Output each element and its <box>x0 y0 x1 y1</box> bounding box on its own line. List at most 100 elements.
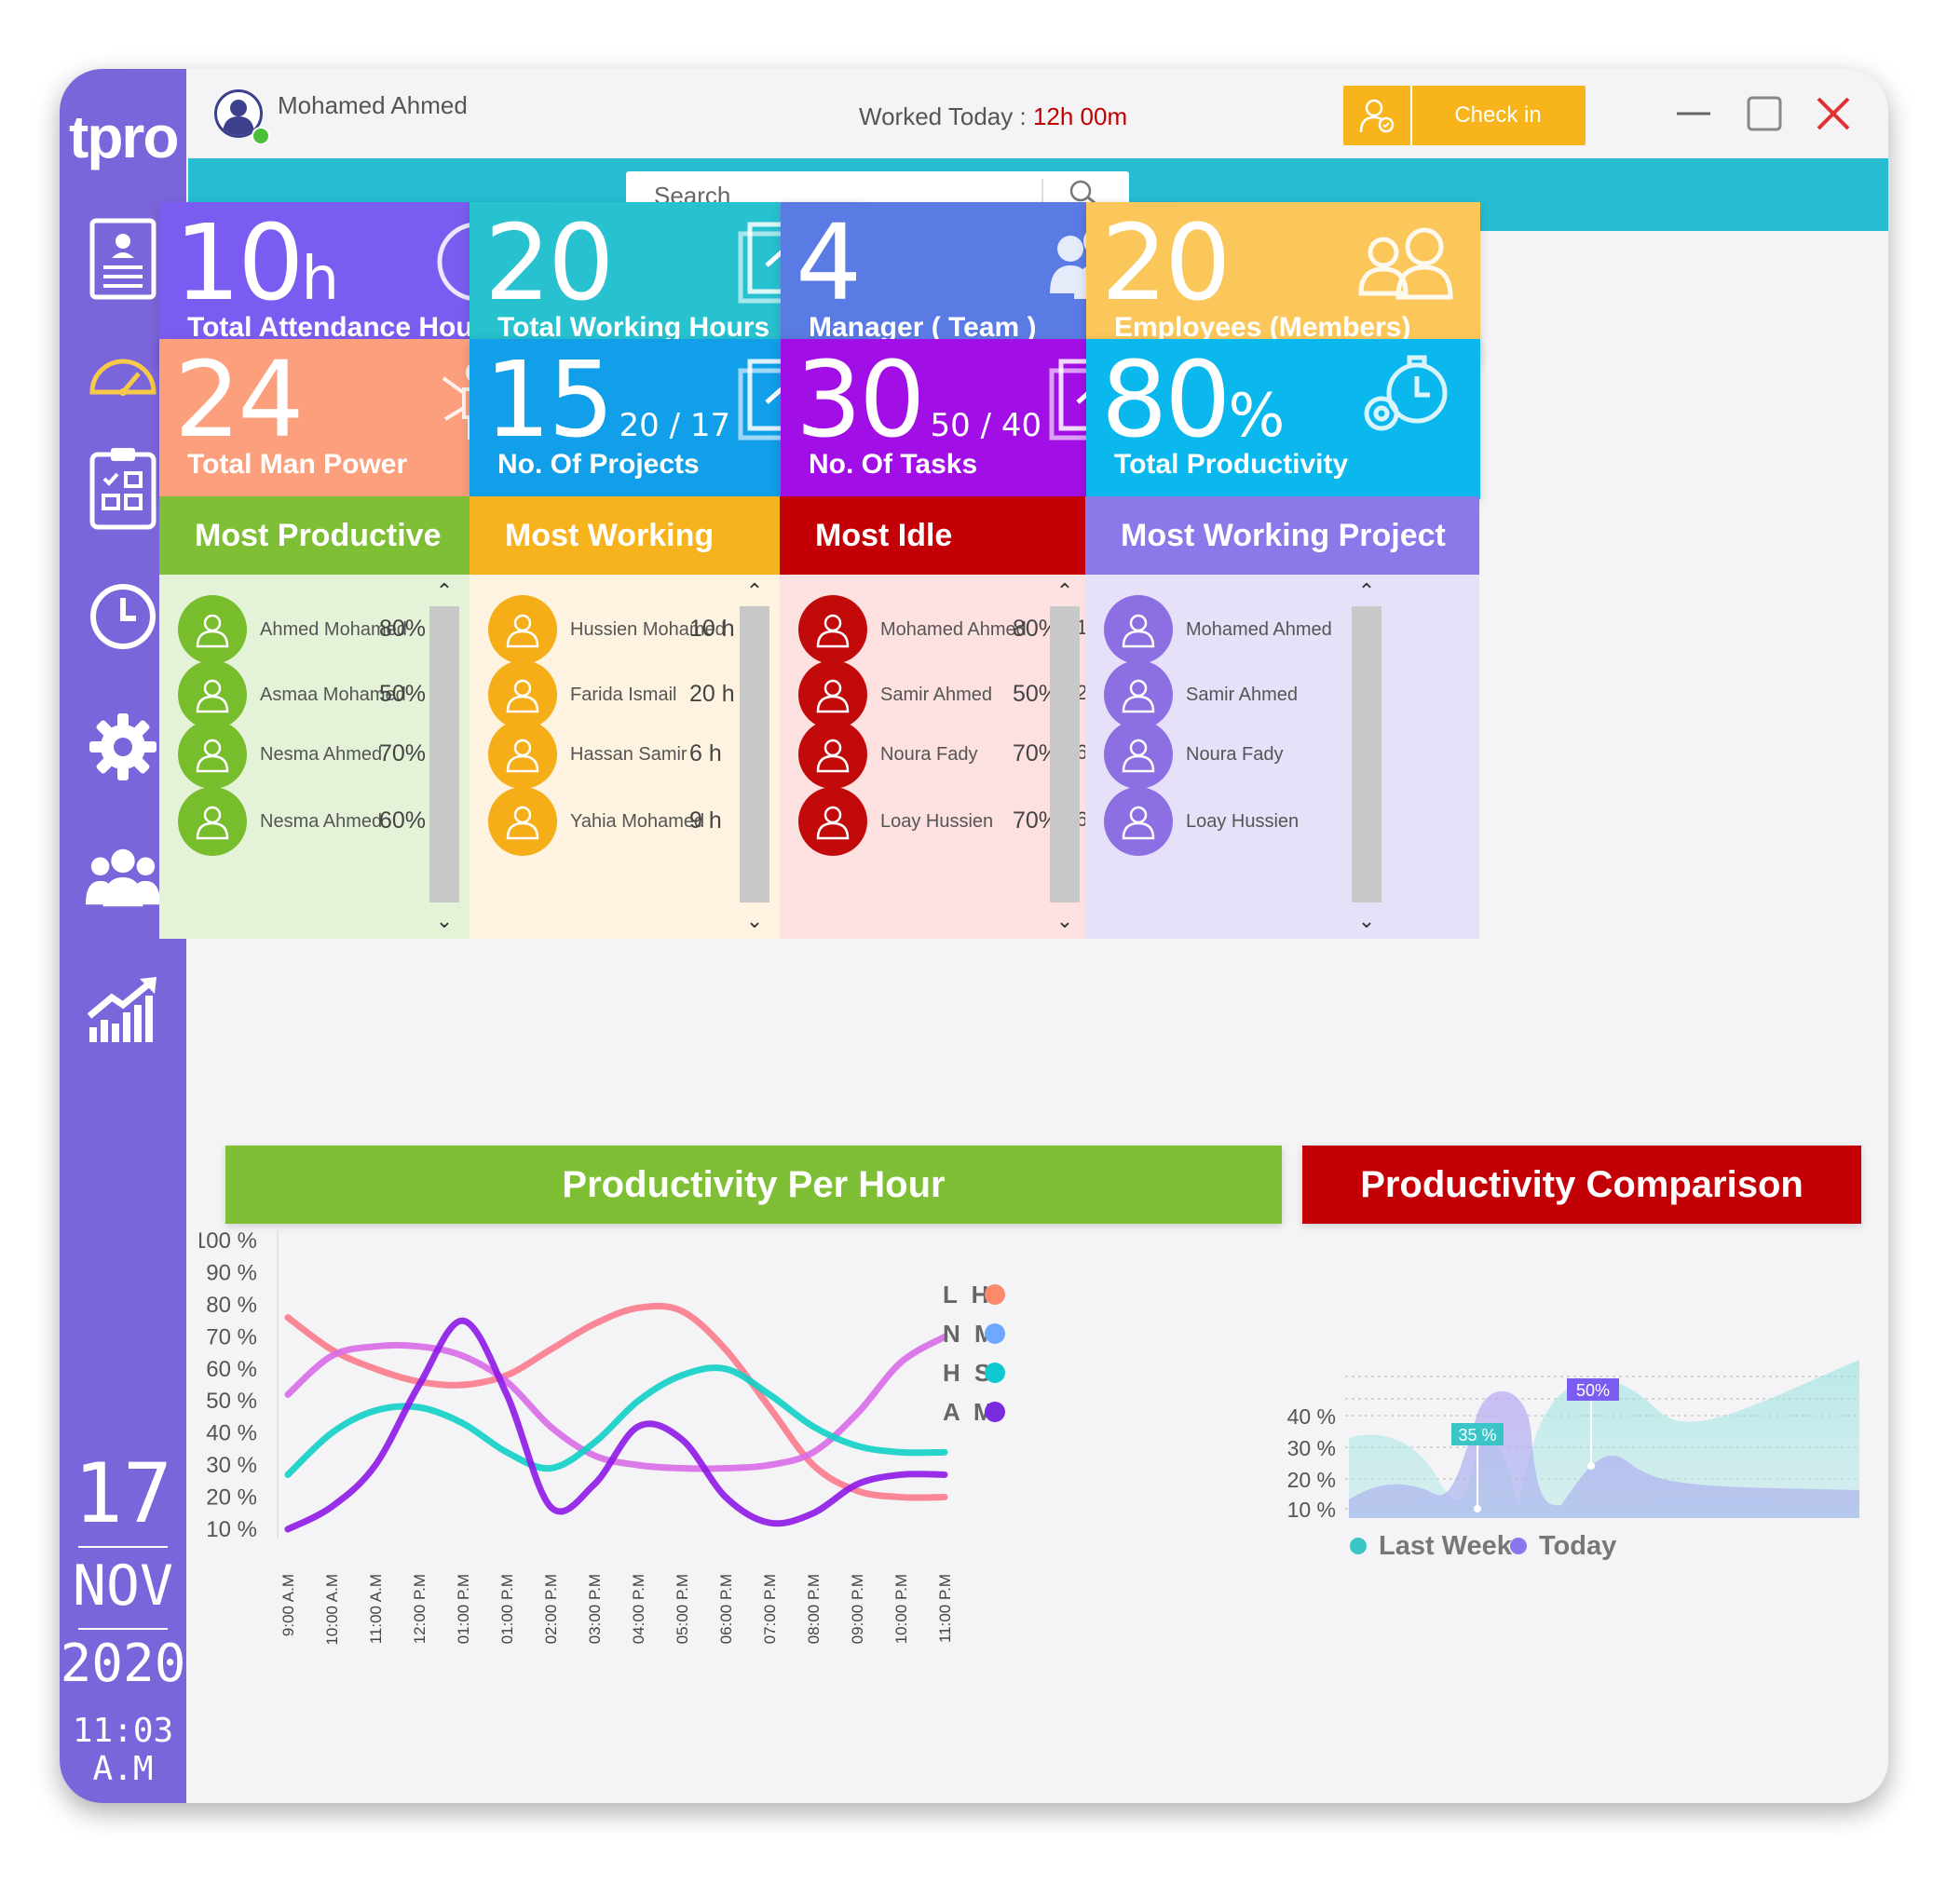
row-name: Ahmed Mohamed <box>260 619 407 640</box>
y-tick-label: 30 % <box>1287 1436 1336 1460</box>
gear-icon[interactable] <box>86 710 160 784</box>
person-icon <box>488 787 557 856</box>
list-item[interactable]: Ahmed Mohamed 80% <box>178 595 513 666</box>
row-name: Yahia Mohamed <box>570 811 705 832</box>
scrollbar-track[interactable] <box>1352 606 1382 902</box>
person-icon <box>1104 720 1173 789</box>
check-in-button[interactable]: Check in <box>1343 86 1586 145</box>
scrollbar-track[interactable] <box>429 606 459 902</box>
list-item[interactable]: Noura Fady <box>1104 720 1439 791</box>
chevron-down-icon[interactable]: ⌄ <box>1055 909 1074 932</box>
maximize-icon[interactable] <box>1744 93 1785 134</box>
productivity-comparison-chart: 40 % 30 % 20 % 10 % 35 % 50% Last Week Today <box>1287 1360 1859 1561</box>
chevron-down-icon[interactable]: ⌄ <box>745 909 764 932</box>
x-tick-label: 10:00 A.M <box>323 1574 341 1646</box>
legend-dot <box>985 1284 1005 1305</box>
row-name: Loay Hussien <box>1186 811 1300 832</box>
scrollbar[interactable]: ⌃ ⌄ <box>1046 575 1080 939</box>
stat-label: Total Productivity <box>1114 449 1349 480</box>
tasks-clipboard-icon[interactable] <box>86 448 160 530</box>
list-item[interactable]: Asmaa Mohamed 50% <box>178 660 513 731</box>
stat-value: 20 <box>484 203 615 324</box>
date-time: 11:03 A.M <box>72 1712 174 1788</box>
chevron-up-icon[interactable]: ⌃ <box>1055 579 1074 603</box>
row-name: Loay Hussien <box>880 811 994 832</box>
y-tick-label: 20 % <box>206 1485 257 1511</box>
list-item[interactable]: Hussien Mohamed 10 h <box>488 595 823 666</box>
panel-body: Mohamed Ahmed Samir Ahmed Noura Fady Loa… <box>1085 575 1479 939</box>
y-tick-label: 30 % <box>206 1453 257 1478</box>
list-item[interactable]: Mohamed Ahmed 80%/ 10 h <box>798 595 1134 666</box>
x-tick-label: 10:00 P.M <box>892 1574 910 1644</box>
y-tick-label: 80 % <box>206 1293 257 1318</box>
chevron-up-icon[interactable]: ⌃ <box>1357 579 1376 603</box>
person-icon <box>798 787 867 856</box>
x-tick-label: 9:00 A.M <box>279 1574 297 1636</box>
row-name: Nesma Ahmed <box>260 744 383 765</box>
list-item[interactable]: Yahia Mohamed 9 h <box>488 787 823 858</box>
list-item[interactable]: Loay Hussien 70%/ 6 h <box>798 787 1134 858</box>
x-tick-label: 02:00 P.M <box>542 1574 560 1644</box>
date-month: NOV <box>72 1553 174 1619</box>
row-name: Hassan Samir <box>570 744 687 765</box>
row-name: Hussien Mohamed <box>570 619 726 640</box>
series-line <box>284 1317 948 1533</box>
row-value: 60% <box>379 807 427 834</box>
scrollbar[interactable]: ⌃ ⌄ <box>426 575 459 939</box>
chevron-down-icon[interactable]: ⌄ <box>1357 909 1376 932</box>
legend-dot <box>985 1363 1005 1383</box>
stat-value: 30 50 / 40 <box>796 340 1042 461</box>
x-tick-label: 11:00 P.M <box>936 1574 954 1643</box>
list-item[interactable]: Nesma Ahmed 60% <box>178 787 513 858</box>
stat-card[interactable]: 20 Employees (Members) <box>1086 202 1480 362</box>
list-item[interactable]: Nesma Ahmed 70% <box>178 720 513 791</box>
user-name: Mohamed Ahmed <box>278 91 468 119</box>
row-name: Asmaa Mohamed <box>260 685 406 705</box>
row-value: 6 h <box>689 740 722 766</box>
stat-label: Total Man Power <box>187 449 408 480</box>
list-item[interactable]: Hassan Samir 6 h <box>488 720 823 791</box>
date-year: 2020 <box>60 1634 186 1694</box>
row-name: Nesma Ahmed <box>260 811 383 832</box>
minimize-icon[interactable] <box>1673 93 1714 134</box>
x-tick-label: 08:00 P.M <box>805 1574 823 1644</box>
row-name: Samir Ahmed <box>1186 685 1299 705</box>
chevron-down-icon[interactable]: ⌄ <box>435 909 454 932</box>
chevron-up-icon[interactable]: ⌃ <box>745 579 764 603</box>
scrollbar[interactable]: ⌃ ⌄ <box>736 575 769 939</box>
row-name: Noura Fady <box>880 744 978 765</box>
list-item[interactable]: Loay Hussien <box>1104 787 1439 858</box>
productivity-per-hour-chart: 100 % 90 % 80 % 70 % 60 % 50 % 40 % 30 % 20 % 10 … <box>199 1228 1005 1646</box>
stat-value: 80% <box>1101 340 1286 461</box>
list-item[interactable]: Samir Ahmed <box>1104 660 1439 731</box>
annotation-badge <box>1451 1423 1504 1445</box>
user-avatar[interactable] <box>214 89 263 138</box>
stat-value: 15 20 / 17 <box>484 340 731 461</box>
person-icon <box>1104 787 1173 856</box>
app-logo[interactable]: tpro <box>69 103 179 170</box>
team-icon[interactable] <box>86 840 160 915</box>
list-item[interactable]: Mohamed Ahmed <box>1104 595 1439 666</box>
stat-card[interactable]: 80% Total Productivity <box>1086 339 1480 499</box>
stats-chart-icon[interactable] <box>86 972 160 1047</box>
productivity-per-hour-title: Productivity Per Hour <box>225 1146 1282 1224</box>
clock-icon[interactable] <box>86 579 160 654</box>
profile-icon[interactable] <box>86 218 160 300</box>
annotation-label: 50% <box>1576 1381 1610 1400</box>
row-value: 9 h <box>689 807 722 834</box>
dashboard-gauge-icon[interactable] <box>86 339 160 414</box>
person-icon <box>178 660 247 729</box>
stat-unit: h <box>301 245 340 314</box>
scrollbar-track[interactable] <box>1050 606 1080 902</box>
series-line <box>284 1364 948 1478</box>
chevron-up-icon[interactable]: ⌃ <box>435 579 454 603</box>
scrollbar-track[interactable] <box>740 606 769 902</box>
legend-label: Today <box>1539 1531 1616 1561</box>
scrollbar[interactable]: ⌃ ⌄ <box>1348 575 1382 939</box>
row-value: 20 h <box>689 681 735 707</box>
list-item[interactable]: Farida Ismail 20 h <box>488 660 823 731</box>
close-icon[interactable] <box>1813 93 1854 134</box>
list-item[interactable]: Noura Fady 70%/ 6 h <box>798 720 1134 791</box>
person-icon <box>798 595 867 664</box>
x-tick-label: 11:00 A.M <box>367 1574 385 1644</box>
